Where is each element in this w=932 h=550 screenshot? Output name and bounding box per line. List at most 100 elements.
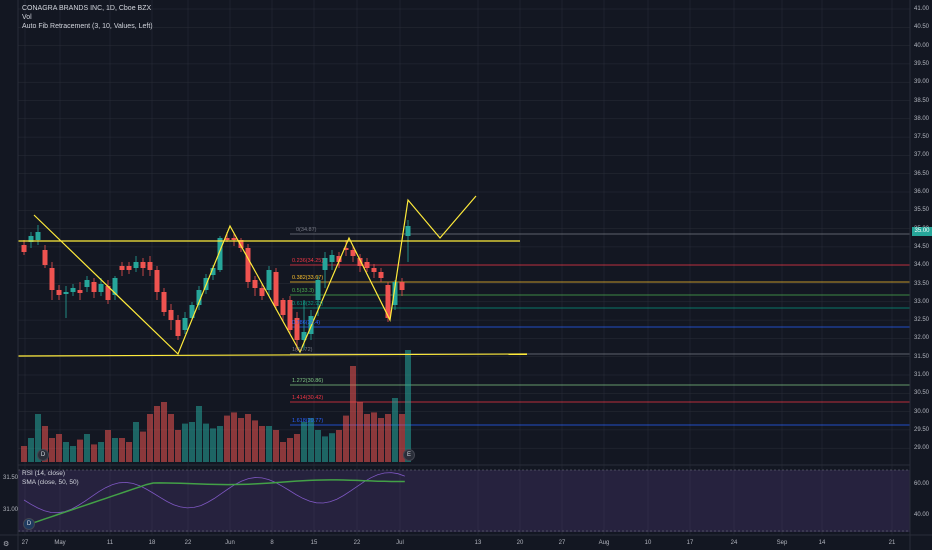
candle-body[interactable] — [301, 332, 307, 340]
time-axis-label: Jun — [225, 540, 235, 546]
volume-bar — [126, 442, 132, 462]
candle-body[interactable] — [231, 238, 237, 240]
candle-body[interactable] — [294, 318, 300, 340]
candle-body[interactable] — [126, 266, 132, 270]
volume-bar — [266, 426, 272, 462]
left-axis-top: 31.50 — [3, 475, 19, 481]
candle-body[interactable] — [154, 270, 160, 292]
candle-body[interactable] — [245, 248, 251, 282]
candle-body[interactable] — [357, 258, 363, 266]
candle-body[interactable] — [238, 240, 244, 248]
volume-bar — [210, 428, 216, 462]
volume-bar — [147, 414, 153, 462]
volume-bar — [245, 414, 251, 462]
candle-body[interactable] — [287, 300, 293, 330]
candle-body[interactable] — [98, 284, 104, 292]
price-axis-label: 39.50 — [914, 60, 930, 67]
price-axis-label: 31.00 — [914, 372, 930, 378]
candle-body[interactable] — [378, 272, 384, 278]
candle-body[interactable] — [350, 250, 356, 256]
candle-body[interactable] — [42, 250, 48, 265]
candle-body[interactable] — [322, 258, 328, 270]
time-axis-label: 20 — [516, 540, 524, 546]
candle-body[interactable] — [63, 292, 69, 294]
candle-body[interactable] — [259, 288, 265, 296]
candle-body[interactable] — [140, 262, 146, 268]
fib-level-label: 1.414(30.42) — [292, 395, 324, 401]
candle-body[interactable] — [21, 245, 27, 252]
rsi-line — [23, 472, 405, 514]
candle-body[interactable] — [168, 310, 174, 320]
time-axis-label: 27 — [558, 540, 566, 546]
candle-body[interactable] — [371, 268, 377, 272]
fib-indicator-label[interactable]: Auto Fib Retracement (3, 10, Values, Lef… — [22, 23, 153, 30]
candle-body[interactable] — [133, 262, 139, 268]
fib-level-label: 0.5(33.3) — [292, 288, 315, 294]
volume-bar — [133, 422, 139, 462]
dividend-badge[interactable]: D — [37, 449, 49, 461]
candle-body[interactable] — [105, 286, 111, 300]
sma-line — [23, 479, 405, 527]
candle-body[interactable] — [364, 262, 370, 268]
candle-body[interactable] — [315, 280, 321, 300]
symbol-title[interactable]: CONAGRA BRANDS INC, 1D, Cboe BZX — [22, 5, 152, 12]
price-axis-label: 40.00 — [914, 42, 930, 49]
candle-body[interactable] — [56, 290, 62, 295]
fib-level-label: 1(31.72) — [292, 347, 313, 353]
candle-body[interactable] — [224, 238, 230, 240]
volume-bar — [203, 423, 209, 462]
candle-body[interactable] — [217, 238, 223, 270]
volume-label[interactable]: Vol — [22, 14, 32, 21]
candle-body[interactable] — [266, 270, 272, 290]
candle-body[interactable] — [112, 278, 118, 295]
candle-body[interactable] — [405, 226, 411, 236]
candle-body[interactable] — [35, 232, 41, 240]
zigzag-pattern[interactable] — [33, 195, 477, 356]
candle-body[interactable] — [385, 285, 391, 318]
sma-label[interactable]: SMA (close, 50, 50) — [22, 479, 79, 486]
volume-bar — [399, 414, 405, 462]
candle-body[interactable] — [392, 282, 398, 305]
volume-bar — [112, 438, 118, 462]
candle-body[interactable] — [196, 290, 202, 305]
candle-body[interactable] — [189, 305, 195, 318]
candle-body[interactable] — [273, 272, 279, 306]
support-line[interactable] — [17, 353, 528, 357]
candle-body[interactable] — [91, 282, 97, 292]
candle-body[interactable] — [161, 292, 167, 312]
rsi-axis-60: 60.00 — [914, 481, 930, 487]
candle-body[interactable] — [329, 255, 335, 262]
candle-body[interactable] — [77, 290, 83, 293]
earnings-badge[interactable]: E — [403, 449, 415, 461]
candle-body[interactable] — [336, 256, 342, 262]
candle-body[interactable] — [280, 300, 286, 315]
candle-body[interactable] — [119, 266, 125, 270]
rsi-label[interactable]: RSI (14, close) — [22, 470, 65, 477]
time-axis-label: 21 — [888, 540, 896, 546]
volume-bar — [231, 412, 237, 462]
volume-bar — [378, 418, 384, 462]
time-axis-label: Aug — [598, 540, 610, 546]
candle-body[interactable] — [70, 288, 76, 292]
candle-body[interactable] — [399, 282, 405, 290]
candle-body[interactable] — [49, 268, 55, 290]
candle-body[interactable] — [175, 320, 181, 336]
gear-icon[interactable]: ⚙ — [3, 541, 10, 548]
volume-bar — [252, 420, 258, 462]
fib-level-label: 1.272(30.86) — [292, 378, 324, 384]
candle-body[interactable] — [252, 280, 258, 288]
candle-body[interactable] — [84, 280, 90, 287]
volume-bar — [308, 418, 314, 462]
candle-body[interactable] — [343, 248, 349, 250]
candle-body[interactable] — [182, 318, 188, 330]
candle-body[interactable] — [147, 262, 153, 270]
candle-body[interactable] — [28, 236, 34, 242]
fib-level-label: 0(34.87) — [296, 227, 317, 233]
price-axis-label: 32.00 — [914, 335, 930, 342]
volume-bar — [322, 436, 328, 462]
volume-bar — [168, 414, 174, 462]
volume-bar — [357, 402, 363, 462]
dividend-rsi-badge[interactable]: D — [23, 518, 35, 530]
candle-body[interactable] — [210, 268, 216, 275]
